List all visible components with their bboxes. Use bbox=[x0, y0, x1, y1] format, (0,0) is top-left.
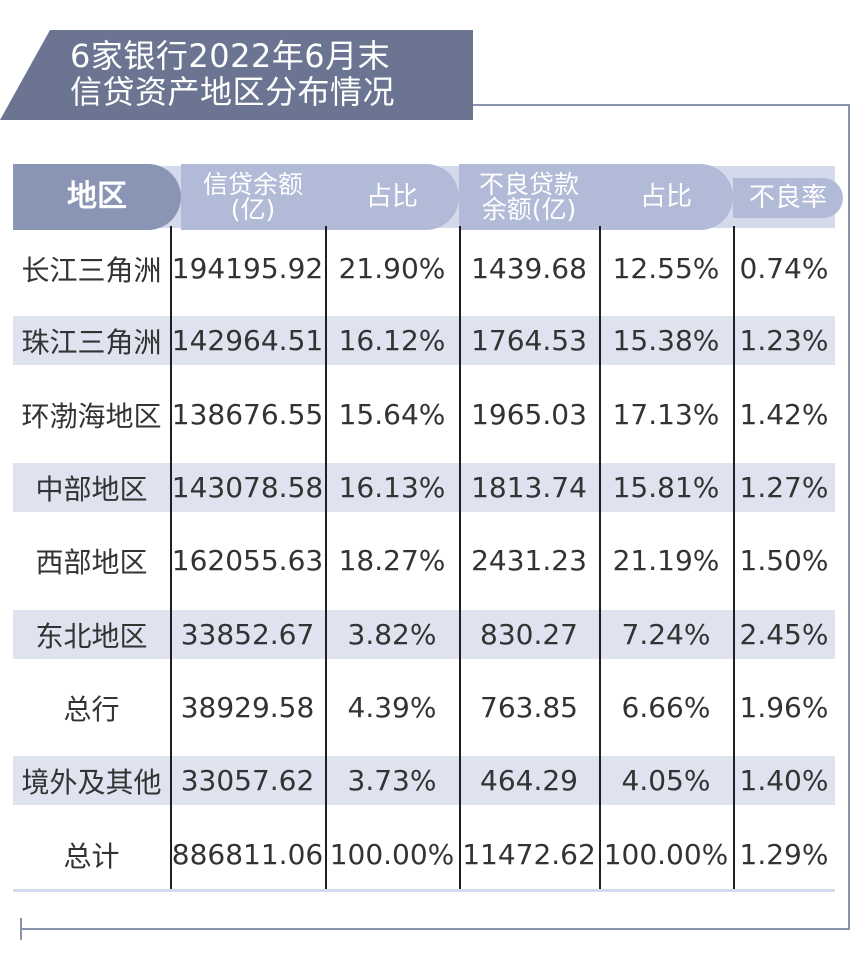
cell-npl-balance: 1439.68 bbox=[471, 252, 587, 285]
column-divider bbox=[733, 226, 735, 890]
title-banner bbox=[0, 30, 473, 120]
table-row: 中部地区 143078.58 16.13% 1813.74 15.81% 1.27% bbox=[13, 463, 835, 512]
frame-tick bbox=[20, 918, 22, 940]
frame-right-line bbox=[848, 104, 850, 930]
table-row: 西部地区 162055.63 18.27% 2431.23 21.19% 1.50% bbox=[13, 536, 835, 585]
header-npl-balance-line1: 不良贷款 bbox=[478, 170, 579, 199]
cell-loan-balance: 33057.62 bbox=[180, 764, 315, 797]
column-divider bbox=[170, 226, 172, 890]
header-loan-balance: 信贷余额 (亿) bbox=[181, 164, 325, 230]
header-region-label: 地区 bbox=[67, 179, 127, 214]
cell-npl-share: 15.38% bbox=[612, 324, 720, 357]
frame-bottom-line bbox=[22, 928, 850, 930]
cell-npl-share: 7.24% bbox=[621, 618, 711, 651]
cell-npl-share: 21.19% bbox=[612, 544, 720, 577]
cell-npl-share: 17.13% bbox=[612, 398, 720, 431]
cell-region: 中部地区 bbox=[35, 472, 148, 506]
cell-npl-share: 15.81% bbox=[612, 471, 720, 504]
cell-npl-share: 12.55% bbox=[612, 252, 720, 285]
cell-loan-share: 15.64% bbox=[338, 398, 446, 431]
cell-npl-balance: 11472.62 bbox=[462, 838, 596, 871]
header-loan-share-label: 占比 bbox=[365, 182, 418, 212]
cell-loan-share: 3.82% bbox=[347, 618, 437, 651]
cell-npl-ratio: 1.50% bbox=[739, 544, 829, 577]
cell-npl-balance: 2431.23 bbox=[471, 544, 587, 577]
cell-npl-ratio: 2.45% bbox=[739, 618, 829, 651]
header-npl-share-label: 占比 bbox=[639, 182, 692, 212]
table-row: 境外及其他 33057.62 3.73% 464.29 4.05% 1.40% bbox=[13, 756, 835, 805]
column-divider bbox=[599, 226, 601, 890]
table-bottom-rule bbox=[13, 889, 835, 892]
cell-npl-ratio: 1.23% bbox=[739, 324, 829, 357]
cell-npl-ratio: 0.74% bbox=[739, 252, 829, 285]
cell-npl-ratio: 1.29% bbox=[739, 838, 829, 871]
cell-region: 长江三角洲 bbox=[21, 253, 162, 287]
cell-loan-balance: 886811.06 bbox=[171, 838, 324, 871]
cell-loan-share: 16.13% bbox=[338, 471, 446, 504]
header-npl-share: 占比 bbox=[599, 164, 733, 230]
cell-npl-share: 4.05% bbox=[621, 764, 711, 797]
cell-region: 环渤海地区 bbox=[21, 399, 162, 433]
table-row: 东北地区 33852.67 3.82% 830.27 7.24% 2.45% bbox=[13, 610, 835, 659]
cell-npl-balance: 1965.03 bbox=[471, 398, 587, 431]
cell-loan-balance: 143078.58 bbox=[171, 471, 324, 504]
table-row: 环渤海地区 138676.55 15.64% 1965.03 17.13% 1.42% bbox=[13, 390, 835, 439]
header-npl-balance: 不良贷款 余额(亿) bbox=[459, 164, 599, 230]
cell-npl-ratio: 1.96% bbox=[739, 691, 829, 724]
title-line-1: 6家银行2022年6月末 bbox=[70, 37, 391, 75]
cell-loan-balance: 194195.92 bbox=[171, 252, 324, 285]
table-row: 珠江三角洲 142964.51 16.12% 1764.53 15.38% 1.23% bbox=[13, 316, 835, 365]
cell-npl-balance: 763.85 bbox=[480, 691, 578, 724]
cell-npl-balance: 1813.74 bbox=[471, 471, 587, 504]
cell-loan-share: 16.12% bbox=[338, 324, 446, 357]
cell-loan-balance: 33852.67 bbox=[180, 618, 315, 651]
header-npl-ratio: 不良率 bbox=[733, 178, 843, 218]
table-header: 地区 信贷余额 (亿) 占比 不良贷款 余额(亿) 占比 不良率 bbox=[13, 158, 843, 232]
cell-loan-balance: 142964.51 bbox=[171, 324, 324, 357]
table-row: 总行 38929.58 4.39% 763.85 6.66% 1.96% bbox=[13, 683, 835, 732]
cell-npl-share: 100.00% bbox=[603, 838, 729, 871]
header-npl-balance-line2: 余额(亿) bbox=[481, 195, 577, 224]
cell-npl-ratio: 1.27% bbox=[739, 471, 829, 504]
cell-region: 总行 bbox=[63, 692, 120, 726]
cell-npl-ratio: 1.40% bbox=[739, 764, 829, 797]
cell-loan-share: 21.90% bbox=[338, 252, 446, 285]
chart-title: 6家银行2022年6月末 信贷资产地区分布情况 bbox=[70, 38, 470, 110]
cell-npl-balance: 464.29 bbox=[480, 764, 578, 797]
cell-npl-ratio: 1.42% bbox=[739, 398, 829, 431]
column-divider bbox=[459, 226, 461, 890]
table-row: 长江三角洲 194195.92 21.90% 1439.68 12.55% 0.74% bbox=[13, 244, 835, 293]
cell-loan-balance: 162055.63 bbox=[171, 544, 324, 577]
cell-region: 西部地区 bbox=[35, 545, 148, 579]
cell-npl-balance: 830.27 bbox=[480, 618, 578, 651]
cell-loan-share: 100.00% bbox=[329, 838, 455, 871]
frame-top-line bbox=[470, 104, 850, 106]
header-loan-share: 占比 bbox=[325, 164, 459, 230]
cell-loan-balance: 138676.55 bbox=[171, 398, 324, 431]
cell-loan-share: 4.39% bbox=[347, 691, 437, 724]
cell-loan-balance: 38929.58 bbox=[180, 691, 315, 724]
cell-region: 总计 bbox=[63, 839, 120, 873]
header-npl-ratio-label: 不良率 bbox=[748, 183, 827, 213]
cell-region: 东北地区 bbox=[35, 619, 148, 653]
cell-loan-share: 3.73% bbox=[347, 764, 437, 797]
cell-npl-share: 6.66% bbox=[621, 691, 711, 724]
cell-region: 境外及其他 bbox=[21, 765, 162, 799]
header-loan-balance-line1: 信贷余额 bbox=[202, 170, 303, 199]
title-line-2: 信贷资产地区分布情况 bbox=[70, 73, 396, 111]
table-row: 总计 886811.06 100.00% 11472.62 100.00% 1.29% bbox=[13, 830, 835, 879]
header-region: 地区 bbox=[13, 164, 181, 230]
cell-npl-balance: 1764.53 bbox=[471, 324, 587, 357]
column-divider bbox=[325, 226, 327, 890]
cell-region: 珠江三角洲 bbox=[21, 325, 162, 359]
header-loan-balance-line2: (亿) bbox=[230, 195, 276, 224]
cell-loan-share: 18.27% bbox=[338, 544, 446, 577]
